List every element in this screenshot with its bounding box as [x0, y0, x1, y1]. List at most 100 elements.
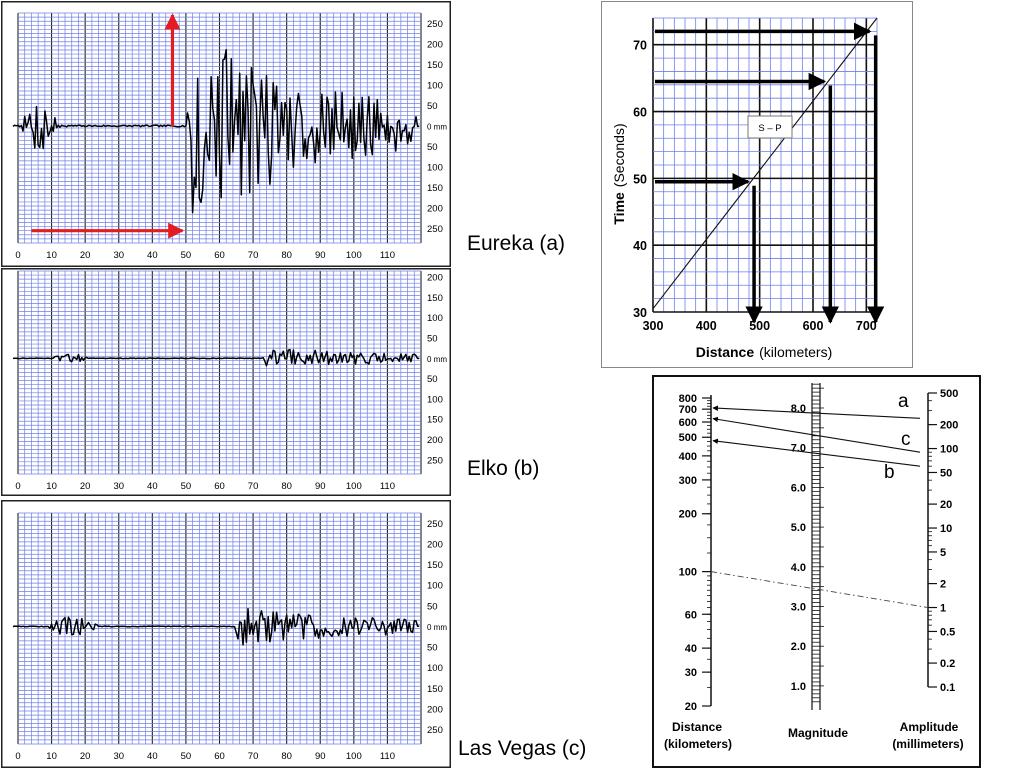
y-tick-label: 200	[427, 39, 443, 50]
y-tick-label: 200	[427, 539, 443, 550]
amplitude-tick-label: 0.1	[940, 682, 955, 694]
y-tick-label: 40	[633, 239, 647, 253]
y-tick-label: 0 mm	[427, 355, 447, 364]
x-tick-label: 50	[181, 751, 192, 762]
seismogram-elko-svg: 0 10 20 30 40 50 60 70 80 90 100 110 200 150 100 50 0 mm…	[1, 268, 451, 496]
seismogram-grid	[17, 270, 422, 475]
distance-axis-units: (kilometers)	[664, 737, 732, 751]
x-tick-label: 70	[248, 250, 259, 261]
y-tick-label: 200	[427, 273, 443, 284]
reference-line	[710, 571, 929, 608]
y-tick-label: 0 mm	[427, 623, 447, 632]
amplitude-tick-label: 100	[940, 444, 958, 456]
y-tick-label: 60	[633, 106, 647, 120]
x-tick-label: 110	[380, 250, 395, 261]
distance-tick-label: 100	[679, 567, 697, 579]
distance-tick-label: 20	[685, 701, 697, 713]
x-tick-label: 80	[281, 751, 292, 762]
x-tick-label: 100	[346, 250, 362, 261]
y-axis-title: Time(Seconds)	[611, 123, 627, 224]
y-tick-label: 50	[427, 142, 438, 153]
amplitude-tick-label: 500	[940, 388, 958, 400]
magnitude-tick-label: 5.0	[791, 522, 806, 534]
y-tick-label: 0 mm	[427, 122, 447, 131]
x-tick-label: 300	[643, 319, 664, 333]
y-tick-label: 150	[427, 415, 443, 426]
x-tick-label: 100	[346, 481, 362, 492]
x-tick-label: 70	[248, 751, 259, 762]
seismogram-eureka-svg: 0 10 20 30 40 50 60 70 80 90 100 110 250 200 150 100 50 0…	[1, 1, 451, 267]
x-tick-label: 0	[15, 751, 20, 762]
y-tick-label: 100	[427, 663, 443, 674]
y-tick-label: 50	[427, 101, 438, 112]
seismogram-elko: 0 10 20 30 40 50 60 70 80 90 100 110 200 150 100 50 0 mm…	[1, 268, 451, 496]
travel-time-graph: 300 400 500 600 700 30 40 50 60 70 S – P Distance (k…	[601, 1, 913, 368]
y-tick-label: 50	[633, 172, 647, 186]
x-tick-label: 400	[696, 319, 717, 333]
distance-tick-label: 60	[685, 609, 697, 621]
y-tick-label: 100	[427, 80, 443, 91]
y-tick-label: 250	[427, 224, 443, 235]
x-tick-label: 20	[80, 751, 91, 762]
seismic-trace	[12, 607, 420, 646]
amplitude-tick-label: 20	[940, 499, 952, 511]
magnitude-tick-label: 4.0	[791, 562, 806, 574]
distance-tick-label: 600	[679, 417, 697, 429]
x-tick-label: 60	[214, 751, 225, 762]
seismic-trace	[12, 348, 420, 367]
amplitude-tick-label: 10	[940, 523, 952, 535]
y-tick-label: 250	[427, 19, 443, 30]
x-tick-label: 700	[856, 319, 877, 333]
x-tick-label: 10	[46, 481, 57, 492]
s-p-line	[652, 17, 878, 309]
x-tick-label: 90	[315, 481, 326, 492]
x-tick-label: 30	[113, 751, 124, 762]
reading-label-b: b	[884, 462, 895, 483]
amplitude-tick-label: 2	[940, 579, 946, 591]
y-tick-label: 200	[427, 704, 443, 715]
amplitude-tick-label: 1	[940, 603, 946, 615]
y-tick-label: 250	[427, 455, 443, 466]
seismogram-eureka: 0 10 20 30 40 50 60 70 80 90 100 110 250 200 150 100 50 0…	[1, 1, 451, 267]
x-tick-label: 100	[346, 751, 362, 762]
magnitude-tick-label: 8.0	[791, 403, 806, 415]
reading-label-a: a	[898, 391, 909, 412]
y-tick-label: 100	[427, 313, 443, 324]
reading-line-a	[712, 405, 921, 419]
magnitude-tick-label: 1.0	[791, 681, 806, 693]
seismogram-las-vegas: 0 10 20 30 40 50 60 70 80 90 100 110 250 200 150 100 50 0…	[1, 500, 451, 768]
y-tick-label: 150	[427, 560, 443, 571]
magnitude-tick-label: 2.0	[791, 641, 806, 653]
y-tick-label: 200	[427, 435, 443, 446]
y-tick-label: 50	[427, 333, 438, 344]
s-p-label-box: S – P	[747, 115, 793, 139]
reading-line-c	[712, 416, 921, 453]
y-tick-label: 50	[427, 643, 438, 654]
x-tick-label: 10	[46, 751, 57, 762]
distance-tick-label: 30	[685, 667, 697, 679]
seismogram-grid	[17, 512, 422, 745]
x-tick-label: 110	[380, 751, 395, 762]
y-tick-label: 100	[427, 394, 443, 405]
x-tick-label: 80	[281, 481, 292, 492]
y-tick-label: 200	[427, 204, 443, 215]
reading-line-b	[712, 438, 921, 467]
x-tick-label: 30	[113, 250, 124, 261]
y-tick-label: 150	[427, 293, 443, 304]
x-tick-label: 70	[248, 481, 259, 492]
amplitude-tick-label: 50	[940, 467, 952, 479]
y-tick-label: 250	[427, 725, 443, 736]
y-tick-label: 100	[427, 581, 443, 592]
x-tick-label: 20	[80, 250, 91, 261]
station-label-eureka: Eureka (a)	[467, 232, 566, 255]
distance-tick-label: 800	[679, 393, 697, 405]
station-label-elko: Elko (b)	[467, 457, 540, 480]
y-tick-label: 150	[427, 183, 443, 194]
amplitude-tick-label: 0.2	[940, 658, 955, 670]
magnitude-tick-label: 3.0	[791, 602, 806, 614]
y-tick-label: 250	[427, 519, 443, 530]
y-tick-label: 50	[427, 374, 438, 385]
y-tick-label: 50	[427, 601, 438, 612]
